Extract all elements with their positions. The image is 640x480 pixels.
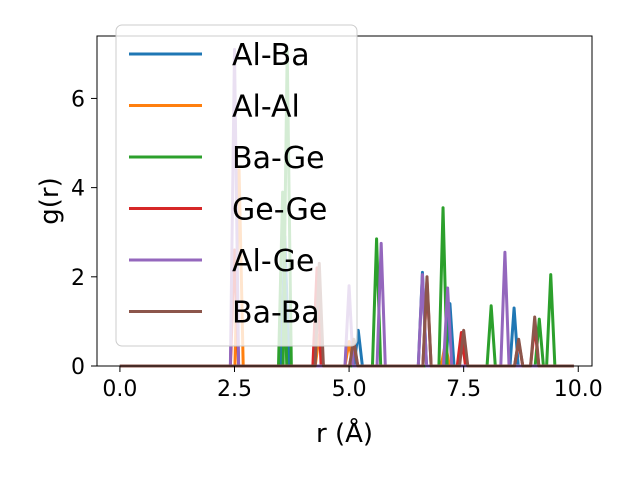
legend-label: Ge-Ge [232, 193, 327, 228]
legend-label: Al-Al [232, 90, 300, 125]
x-tick-label: 5.0 [332, 377, 367, 402]
x-axis: 0.0 2.5 5.0 7.5 10.0 [102, 366, 603, 402]
y-axis: 0 2 4 6 [71, 87, 97, 380]
y-tick-label: 2 [71, 266, 85, 291]
legend-label: Ba-Ge [232, 141, 325, 176]
x-tick-label: 7.5 [446, 377, 481, 402]
legend-label: Al-Ge [232, 244, 315, 279]
y-tick-label: 0 [71, 355, 85, 380]
x-tick-label: 2.5 [217, 377, 252, 402]
x-tick-label: 0.0 [102, 377, 137, 402]
y-tick-label: 4 [71, 177, 85, 202]
legend: Al-Ba Al-Al Ba-Ge Ge-Ge Al-Ge Ba-Ba [115, 24, 358, 347]
x-axis-label: r (Å) [316, 417, 373, 449]
y-tick-label: 6 [71, 87, 85, 112]
legend-label: Al-Ba [232, 38, 310, 73]
y-axis-label: g(r) [35, 177, 65, 224]
x-tick-label: 10.0 [554, 377, 603, 402]
legend-label: Ba-Ba [232, 296, 320, 331]
